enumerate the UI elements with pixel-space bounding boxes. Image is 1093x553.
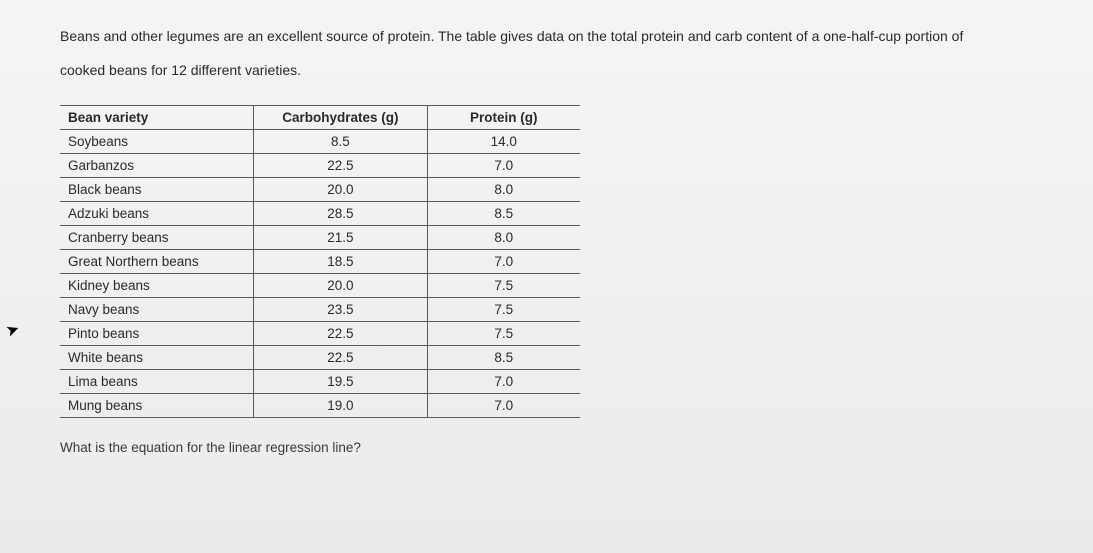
cell-protein: 7.0 bbox=[427, 154, 580, 178]
cell-protein: 7.5 bbox=[427, 322, 580, 346]
table-row: Kidney beans20.07.5 bbox=[60, 274, 580, 298]
cell-variety: Navy beans bbox=[60, 298, 254, 322]
table-row: Garbanzos22.57.0 bbox=[60, 154, 580, 178]
cell-protein: 7.0 bbox=[427, 394, 580, 418]
intro-line-1: Beans and other legumes are an excellent… bbox=[60, 28, 963, 44]
cell-carbs: 22.5 bbox=[254, 346, 427, 370]
table-row: Adzuki beans28.58.5 bbox=[60, 202, 580, 226]
cell-carbs: 20.0 bbox=[254, 274, 427, 298]
cell-variety: Adzuki beans bbox=[60, 202, 254, 226]
intro-line-2: cooked beans for 12 different varieties. bbox=[60, 62, 301, 78]
cell-protein: 14.0 bbox=[427, 130, 580, 154]
cell-variety: Great Northern beans bbox=[60, 250, 254, 274]
cell-variety: Kidney beans bbox=[60, 274, 254, 298]
cell-variety: Pinto beans bbox=[60, 322, 254, 346]
cell-carbs: 23.5 bbox=[254, 298, 427, 322]
table-row: Great Northern beans18.57.0 bbox=[60, 250, 580, 274]
cell-protein: 8.5 bbox=[427, 346, 580, 370]
cell-protein: 7.0 bbox=[427, 370, 580, 394]
cell-carbs: 18.5 bbox=[254, 250, 427, 274]
table-row: Pinto beans22.57.5 bbox=[60, 322, 580, 346]
cell-carbs: 8.5 bbox=[254, 130, 427, 154]
cell-variety: White beans bbox=[60, 346, 254, 370]
table-row: Navy beans23.57.5 bbox=[60, 298, 580, 322]
table-row: Mung beans19.07.0 bbox=[60, 394, 580, 418]
cell-carbs: 20.0 bbox=[254, 178, 427, 202]
cell-variety: Mung beans bbox=[60, 394, 254, 418]
table-body: Soybeans8.514.0 Garbanzos22.57.0 Black b… bbox=[60, 130, 580, 418]
cell-variety: Lima beans bbox=[60, 370, 254, 394]
cell-protein: 8.5 bbox=[427, 202, 580, 226]
cell-protein: 8.0 bbox=[427, 178, 580, 202]
mouse-cursor-icon: ➤ bbox=[3, 318, 22, 341]
cell-carbs: 19.5 bbox=[254, 370, 427, 394]
cell-protein: 7.5 bbox=[427, 274, 580, 298]
cell-variety: Cranberry beans bbox=[60, 226, 254, 250]
cell-carbs: 22.5 bbox=[254, 154, 427, 178]
cell-variety: Garbanzos bbox=[60, 154, 254, 178]
table-row: Cranberry beans21.58.0 bbox=[60, 226, 580, 250]
cell-protein: 7.0 bbox=[427, 250, 580, 274]
table-row: White beans22.58.5 bbox=[60, 346, 580, 370]
cell-protein: 7.5 bbox=[427, 298, 580, 322]
cell-carbs: 22.5 bbox=[254, 322, 427, 346]
bean-data-table: Bean variety Carbohydrates (g) Protein (… bbox=[60, 105, 580, 418]
cell-variety: Soybeans bbox=[60, 130, 254, 154]
col-header-carbs: Carbohydrates (g) bbox=[254, 106, 427, 130]
col-header-protein: Protein (g) bbox=[427, 106, 580, 130]
table-row: Lima beans19.57.0 bbox=[60, 370, 580, 394]
question-text: What is the equation for the linear regr… bbox=[60, 440, 1033, 455]
table-row: Black beans20.08.0 bbox=[60, 178, 580, 202]
cell-carbs: 28.5 bbox=[254, 202, 427, 226]
cell-variety: Black beans bbox=[60, 178, 254, 202]
table-row: Soybeans8.514.0 bbox=[60, 130, 580, 154]
cell-protein: 8.0 bbox=[427, 226, 580, 250]
cell-carbs: 21.5 bbox=[254, 226, 427, 250]
cell-carbs: 19.0 bbox=[254, 394, 427, 418]
col-header-variety: Bean variety bbox=[60, 106, 254, 130]
intro-text: Beans and other legumes are an excellent… bbox=[60, 20, 1033, 87]
table-header-row: Bean variety Carbohydrates (g) Protein (… bbox=[60, 106, 580, 130]
